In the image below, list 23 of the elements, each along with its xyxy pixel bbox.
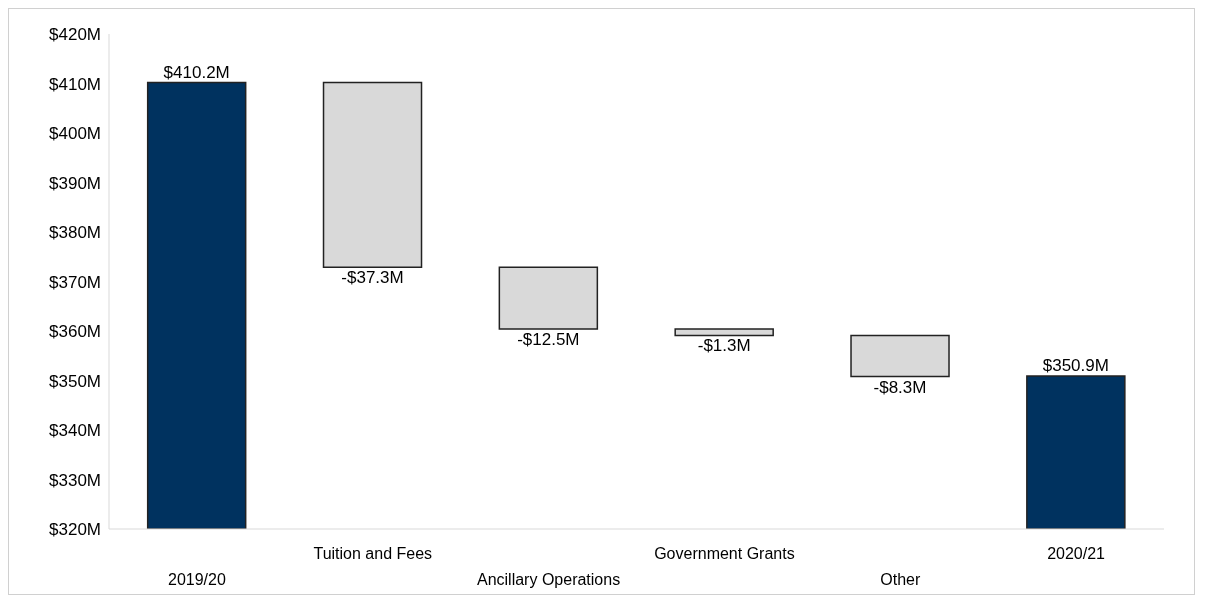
x-tick-label: Tuition and Fees [313, 545, 433, 562]
y-tick-label: $350M [49, 371, 101, 391]
y-tick-label: $400M [49, 124, 101, 144]
data-label: -$1.3M [697, 336, 751, 356]
data-label: -$37.3M [341, 268, 404, 288]
x-tick-label: Ancillary Operations [477, 571, 621, 588]
data-label: -$12.5M [517, 330, 580, 350]
y-tick-label: $380M [49, 223, 101, 243]
x-tick-label: 2019/20 [167, 571, 226, 588]
data-label: -$8.3M [873, 377, 927, 397]
y-tick-label: $370M [49, 272, 101, 292]
x-tick-label: Government Grants [654, 545, 795, 562]
y-tick-label: $390M [49, 173, 101, 193]
x-tick-label: Other [880, 571, 921, 588]
y-tick-label: $410M [49, 74, 101, 94]
data-label: $410.2M [163, 62, 230, 82]
x-tick-label: 2020/21 [1047, 545, 1106, 562]
y-tick-label: $340M [49, 421, 101, 441]
y-tick-label: $330M [49, 470, 101, 490]
y-tick-label: $360M [49, 322, 101, 342]
y-tick-label: $420M [49, 25, 101, 45]
data-label: $350.9M [1042, 356, 1109, 376]
y-tick-label: $320M [49, 520, 101, 540]
